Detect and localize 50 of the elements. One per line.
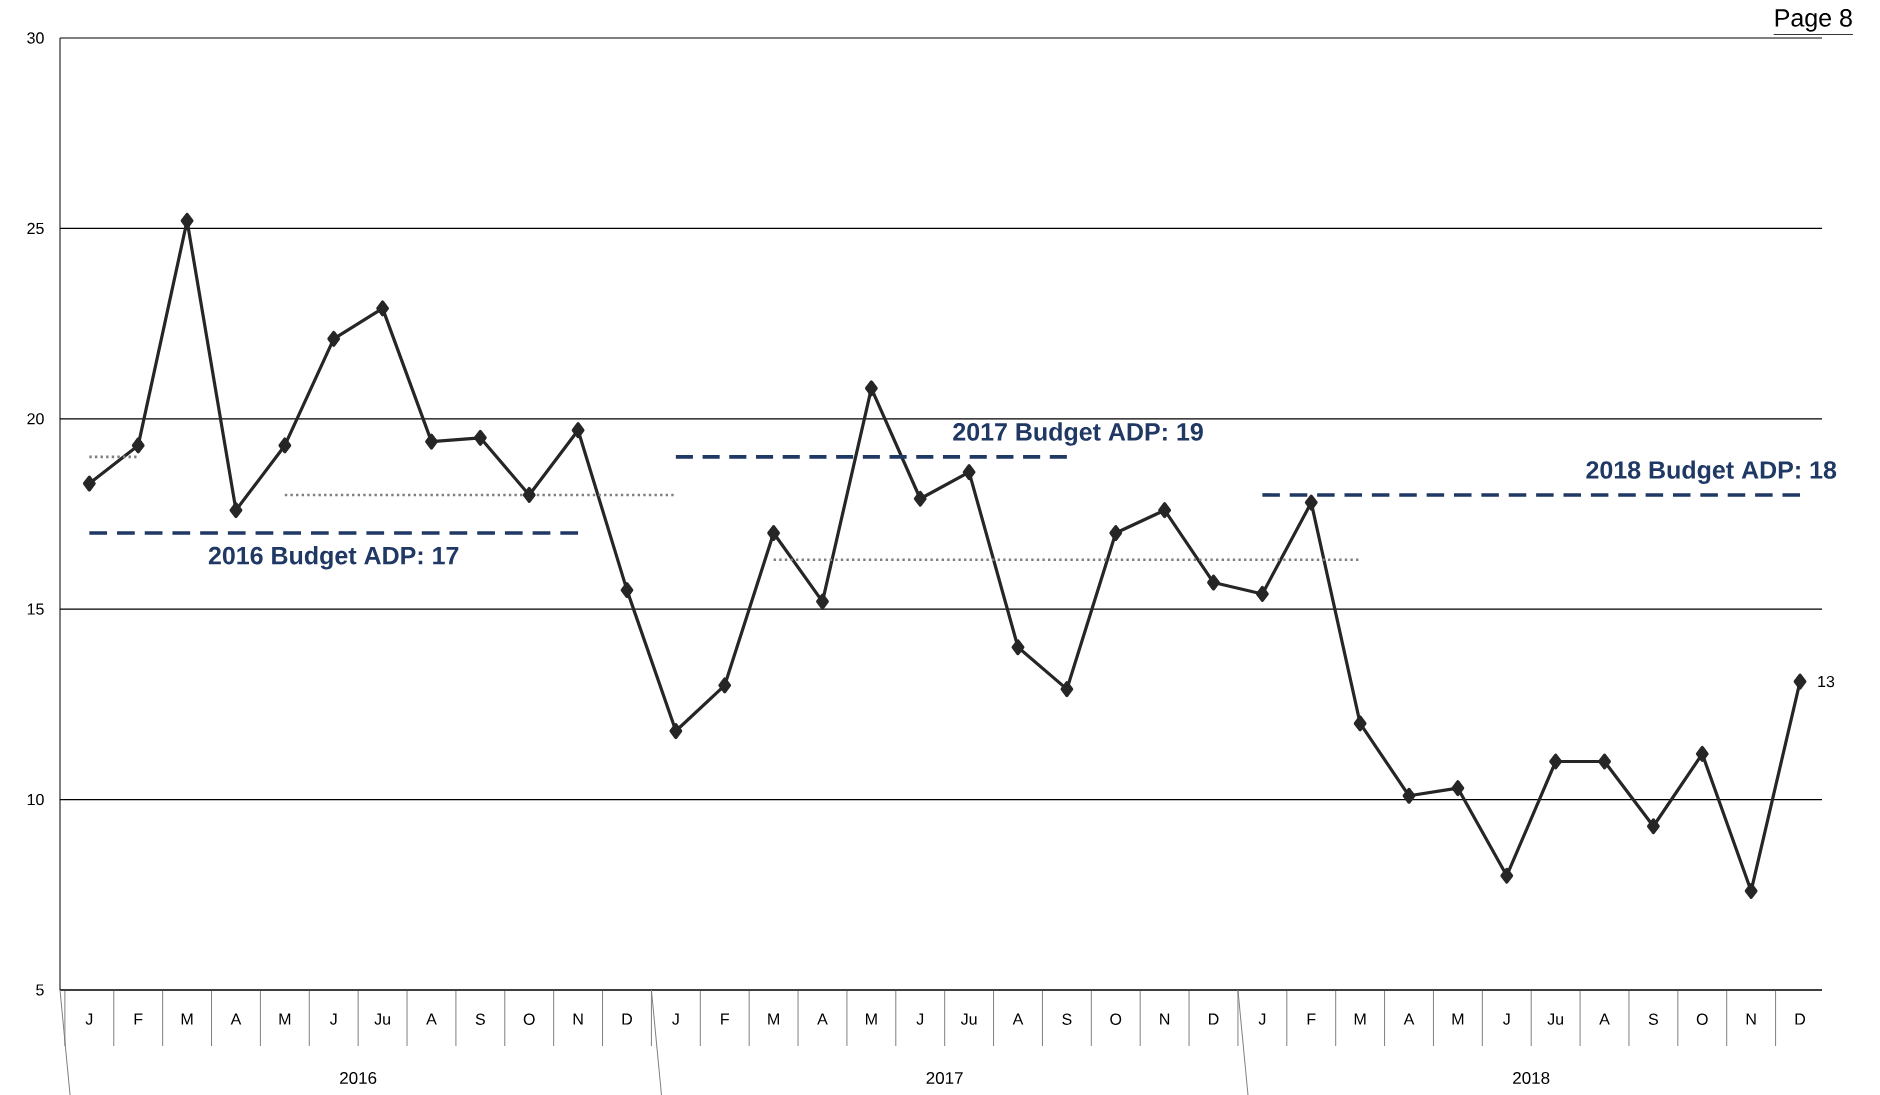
text: 2017 [926, 1071, 963, 1084]
x-tick-label: J [916, 1013, 924, 1025]
x-tick-label: J [1503, 1013, 1510, 1025]
x-tick-label: D [1795, 1013, 1806, 1025]
x-tick-label: O [523, 1013, 535, 1025]
x-tick-label: N [573, 1013, 583, 1025]
x-tick-label: S [1062, 1013, 1072, 1025]
x-tick-label: A [817, 1013, 828, 1025]
data-label: 13 [1818, 675, 1835, 688]
x-tick-label: J [672, 1013, 679, 1025]
x-tick-label: F [1307, 1013, 1316, 1025]
x-tick-label: Ju [1547, 1013, 1564, 1025]
text: 2016 [340, 1071, 377, 1084]
y-tick-label: 15 [27, 603, 44, 615]
y-tick-label: 20 [27, 413, 44, 425]
y-tick-label: 25 [27, 222, 44, 235]
x-tick-label: N [1746, 1013, 1756, 1025]
x-tick-label: M [1354, 1013, 1366, 1025]
text: Page 8 [1775, 9, 1852, 32]
x-tick-label: F [721, 1013, 729, 1025]
x-tick-label: M [768, 1013, 779, 1025]
text: 2018 [1513, 1071, 1550, 1084]
x-tick-label: J [85, 1013, 93, 1025]
x-tick-label: S [475, 1013, 485, 1025]
series-label: 2018 Budget ADP: 18 [1586, 460, 1837, 484]
x-tick-label: D [1209, 1013, 1219, 1025]
x-tick-label: A [230, 1013, 242, 1025]
x-tick-label: F [134, 1013, 143, 1025]
x-tick-label: Ju [960, 1013, 977, 1025]
y-tick-label: 5 [36, 984, 44, 996]
y-tick-label: 10 [27, 793, 44, 806]
x-tick-label: M [279, 1013, 291, 1025]
x-tick-label: J [1258, 1013, 1266, 1025]
series-label: 2017 Budget ADP: 19 [953, 422, 1203, 446]
x-tick-label: N [1160, 1013, 1170, 1025]
series-label: 2016 Budget ADP: 17 [208, 546, 459, 570]
x-tick-label: A [426, 1013, 437, 1025]
x-tick-label: A [1403, 1013, 1415, 1025]
x-tick-label: M [181, 1013, 193, 1025]
y-tick-label: 30 [27, 32, 44, 44]
x-tick-label: S [1648, 1013, 1658, 1025]
x-tick-label: M [1452, 1013, 1464, 1025]
x-tick-label: O [1696, 1013, 1708, 1025]
x-tick-label: A [1012, 1013, 1024, 1025]
x-tick-label: J [329, 1013, 337, 1025]
x-tick-label: M [866, 1013, 877, 1025]
x-tick-label: D [622, 1013, 632, 1025]
x-tick-label: A [1599, 1013, 1610, 1025]
x-tick-label: O [1110, 1013, 1122, 1025]
x-tick-label: Ju [374, 1013, 390, 1025]
